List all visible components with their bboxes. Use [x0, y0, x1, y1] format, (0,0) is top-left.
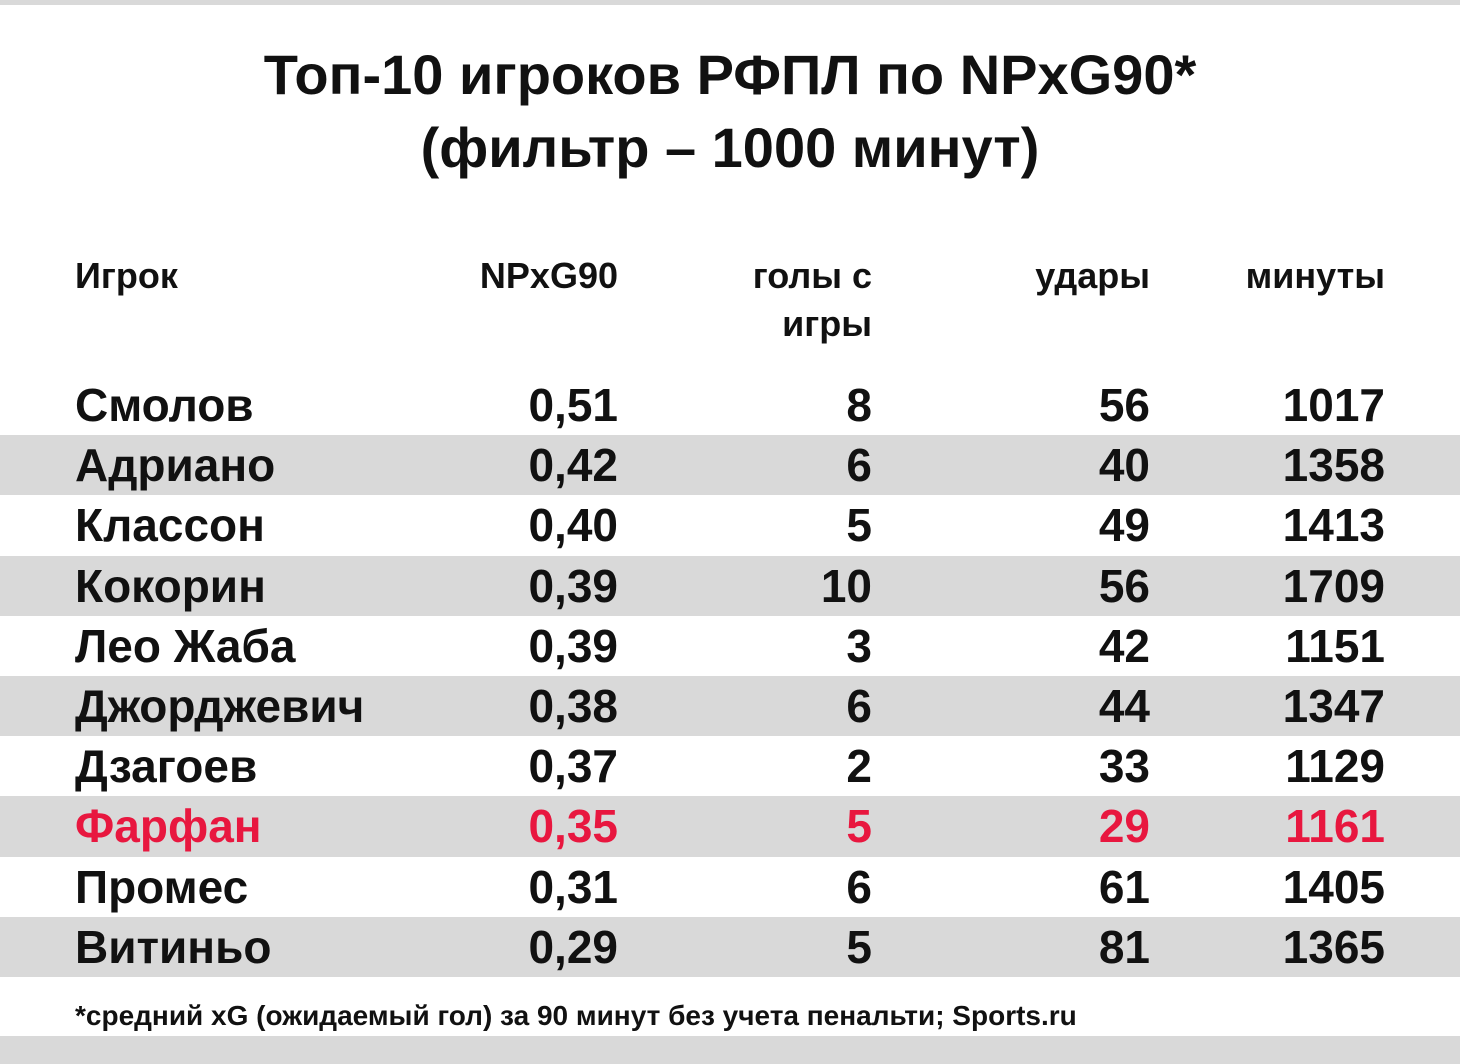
column-header: Игрок: [75, 255, 178, 296]
row-stripe: [0, 796, 1460, 857]
table-cell: Джорджевич: [75, 680, 365, 732]
table-cell: 6: [846, 860, 872, 913]
bottom-bar: [0, 1036, 1460, 1064]
table-cell: Лео Жаба: [75, 619, 296, 672]
table-cell: 1358: [1282, 439, 1385, 492]
table-cell: 1161: [1285, 800, 1385, 853]
column-header: удары: [1035, 255, 1150, 296]
table-cell: 33: [1098, 740, 1150, 793]
table-cell: Классон: [75, 499, 265, 552]
table-cell: 3: [846, 619, 872, 672]
table-cell: Витиньо: [75, 920, 272, 973]
table-cell: 44: [1098, 680, 1150, 732]
table-cell: 6: [846, 439, 872, 492]
table-cell: 0,42: [528, 439, 618, 492]
table-cell: 56: [1098, 379, 1150, 431]
table-cell: Дзагоев: [75, 740, 258, 793]
table-cell: 1405: [1282, 860, 1385, 913]
table-cell: 5: [846, 800, 872, 853]
row-stripe: [0, 916, 1460, 977]
table-cell: 1347: [1282, 680, 1385, 732]
column-header: NPxG90: [479, 255, 618, 296]
table-cell: 40: [1098, 439, 1150, 492]
title-line: Топ-10 игроков РФПЛ по NPxG90*: [263, 43, 1197, 106]
table-cell: 0,38: [528, 680, 618, 732]
table-cell: 0,35: [528, 800, 618, 853]
table-cell: 1413: [1282, 499, 1385, 552]
table-cell: 0,51: [528, 379, 618, 431]
row-stripe: [0, 555, 1460, 616]
table-cell: 1017: [1282, 379, 1385, 431]
table-cell: 29: [1098, 800, 1150, 853]
table-cell: 5: [846, 920, 872, 973]
table-cell: 10: [820, 559, 872, 612]
table-cell: Кокорин: [75, 559, 266, 612]
row-stripe: [0, 435, 1460, 496]
table-cell: 56: [1098, 559, 1150, 612]
table-cell: 61: [1098, 860, 1150, 913]
row-stripe: [0, 676, 1460, 737]
column-header: минуты: [1245, 255, 1385, 296]
table-cell: 5: [846, 499, 872, 552]
table-cell: 0,39: [528, 619, 618, 672]
table-cell: Смолов: [75, 379, 254, 431]
footnote: *средний xG (ожидаемый гол) за 90 минут …: [75, 1000, 1077, 1031]
table-cell: 2: [846, 740, 872, 793]
table-cell: 49: [1098, 499, 1150, 552]
table-cell: 0,31: [528, 860, 618, 913]
table-cell: 1709: [1282, 559, 1385, 612]
table-cell: Промес: [75, 860, 249, 913]
table-cell: 0,39: [528, 559, 618, 612]
table-cell: 1151: [1285, 619, 1385, 672]
table-cell: 42: [1098, 619, 1150, 672]
table-cell: Фарфан: [75, 800, 262, 853]
table-cell: 0,40: [528, 499, 618, 552]
column-header: голы с игры: [752, 255, 872, 344]
table-cell: 0,37: [528, 740, 618, 793]
table-cell: 8: [846, 379, 872, 431]
table-cell: 0,29: [528, 920, 618, 973]
table-cell: 6: [846, 680, 872, 732]
title-line: (фильтр – 1000 минут): [420, 116, 1040, 179]
table-cell: 1129: [1285, 740, 1385, 793]
table-cell: 81: [1098, 920, 1150, 973]
top-bar: [0, 0, 1460, 5]
table-cell: 1365: [1282, 920, 1385, 973]
table-cell: Адриано: [75, 439, 276, 492]
